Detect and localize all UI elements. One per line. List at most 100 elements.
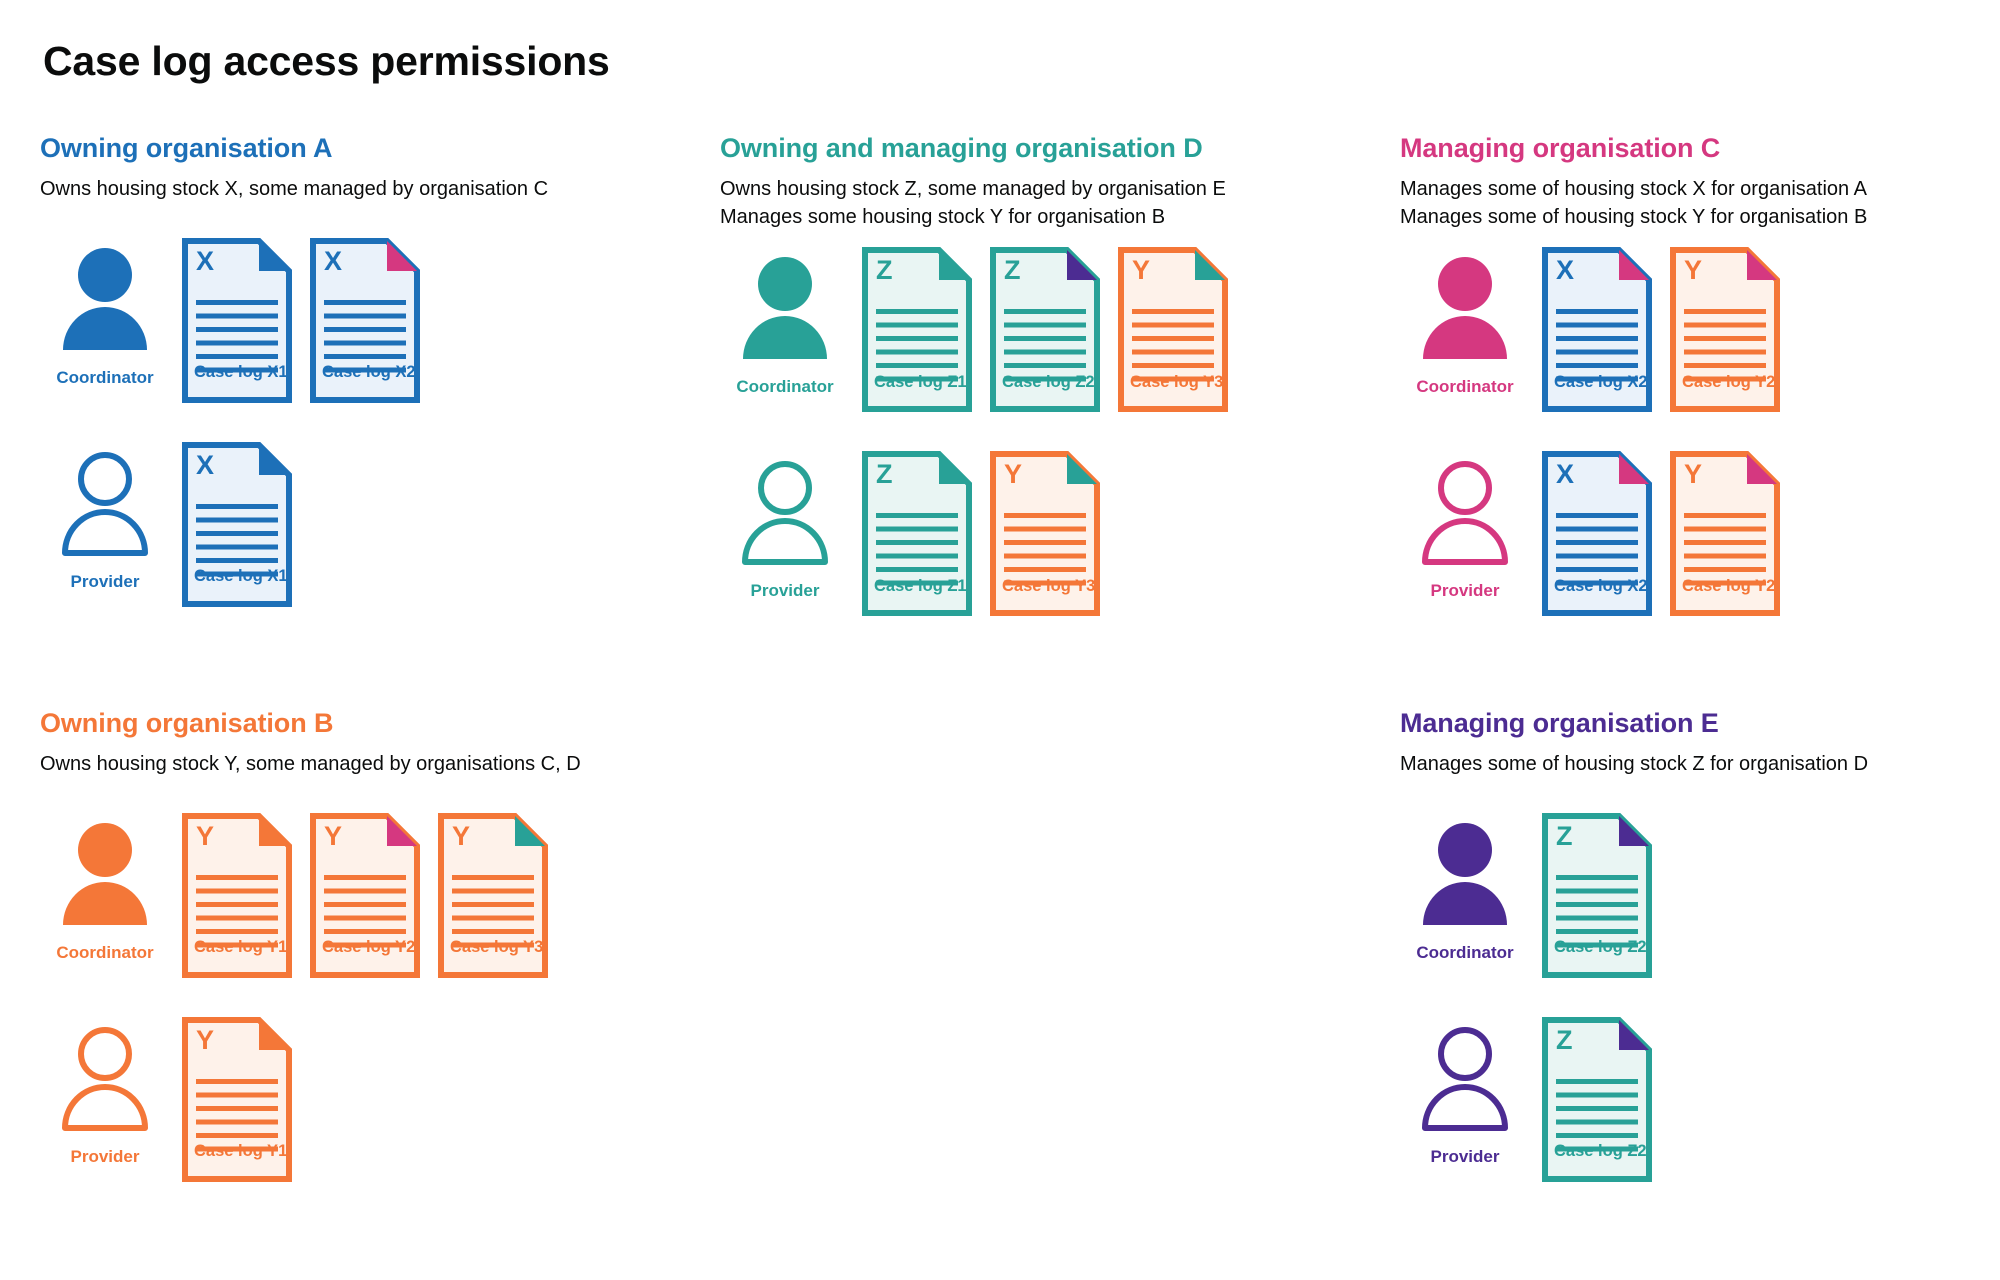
role-block: Coordinator xyxy=(40,813,170,963)
org-description-line: Manages some of housing stock Y for orga… xyxy=(1400,205,1868,228)
case-log-caption: Case log Y3 xyxy=(1130,372,1224,391)
case-log-caption: Case log Y3 xyxy=(1002,576,1096,595)
case-log-caption: Case log X2 xyxy=(1554,576,1648,595)
case-log-card[interactable]: Z Case log Z1 xyxy=(862,247,972,413)
case-log-list: Y Case log Y1 Y Case log Y2 Y Case log Y3 xyxy=(170,812,548,978)
role-row-coordinator: Coordinator Z Case log Z2 xyxy=(1400,812,2000,1003)
role-block: Coordinator xyxy=(1400,813,1530,963)
org-description: Owns housing stock Z, some managed by or… xyxy=(720,176,1360,231)
role-block: Provider xyxy=(720,451,850,601)
case-log-stock-letter: Y xyxy=(1004,459,1023,490)
case-log-card[interactable]: Z Case log Z2 xyxy=(1542,812,1652,978)
document-shape xyxy=(862,451,972,617)
case-log-stock-letter: Y xyxy=(1684,459,1703,490)
case-log-caption: Case log X1 xyxy=(194,363,288,382)
case-log-card[interactable]: Y Case log Y1 xyxy=(182,812,292,978)
case-log-stock-letter: Y xyxy=(1132,255,1151,286)
role-row-coordinator: Coordinator Y Case log Y1 Y Case log Y2 Y Case… xyxy=(40,812,680,1003)
org-description-line: Owns housing stock Y, some managed by or… xyxy=(40,753,581,775)
case-log-card[interactable]: X Case log X1 xyxy=(182,441,292,607)
case-log-stock-letter: Y xyxy=(1684,255,1703,286)
case-log-stock-letter: X xyxy=(324,245,343,276)
case-log-list: X Case log X2 Y Case log Y2 xyxy=(1530,451,1780,617)
case-log-stock-letter: Z xyxy=(876,255,893,286)
case-log-card[interactable]: Y Case log Y2 xyxy=(310,812,420,978)
document-shape xyxy=(182,812,292,978)
person-outline-icon xyxy=(742,461,828,566)
case-log-card[interactable]: Z Case log Z1 xyxy=(862,451,972,617)
org-description: Manages some of housing stock Z for orga… xyxy=(1400,751,2000,779)
person-filled-icon xyxy=(1423,822,1507,925)
case-log-card[interactable]: X Case log X2 xyxy=(1542,247,1652,413)
org-description-line: Manages some of housing stock Z for orga… xyxy=(1400,753,1869,775)
role-label: Coordinator xyxy=(736,377,834,397)
role-row-coordinator: Coordinator X Case log X1 X Case log X2 xyxy=(40,237,680,428)
role-label: Provider xyxy=(1430,581,1500,601)
case-log-card[interactable]: Y Case log Y3 xyxy=(438,812,548,978)
document-shape xyxy=(182,237,292,403)
case-log-caption: Case log Y1 xyxy=(194,1142,288,1161)
case-log-caption: Case log X2 xyxy=(1554,372,1648,391)
role-label: Provider xyxy=(70,1146,140,1166)
case-log-stock-letter: Z xyxy=(876,459,893,490)
role-row-provider: Provider X Case log X1 xyxy=(40,441,680,632)
org-description: Owns housing stock X, some managed by or… xyxy=(40,176,680,204)
case-log-stock-letter: Y xyxy=(324,820,343,851)
case-log-caption: Case log Z2 xyxy=(1554,1142,1647,1161)
case-log-stock-letter: X xyxy=(1556,255,1575,286)
org-description-line: Manages some housing stock Y for organis… xyxy=(720,205,1166,228)
case-log-card[interactable]: X Case log X1 xyxy=(182,237,292,403)
case-log-list: Z Case log Z2 xyxy=(1530,812,1652,978)
person-filled-icon xyxy=(1423,257,1507,360)
role-label: Coordinator xyxy=(56,367,154,387)
org-heading: Managing organisation C xyxy=(1400,133,1721,163)
case-log-card[interactable]: Y Case log Y3 xyxy=(1118,247,1228,413)
case-log-stock-letter: Y xyxy=(196,820,215,851)
case-log-card[interactable]: X Case log X2 xyxy=(1542,451,1652,617)
document-shape xyxy=(1542,1016,1652,1182)
person-filled-icon xyxy=(63,822,147,925)
case-log-caption: Case log X2 xyxy=(322,363,416,382)
org-heading: Owning organisation B xyxy=(40,708,334,738)
org-heading: Managing organisation E xyxy=(1400,708,1719,738)
case-log-card[interactable]: Y Case log Y3 xyxy=(990,451,1100,617)
case-log-stock-letter: Z xyxy=(1556,820,1573,851)
case-log-caption: Case log Y2 xyxy=(1682,576,1776,595)
role-label: Coordinator xyxy=(56,942,154,962)
document-shape xyxy=(1118,247,1228,413)
document-shape xyxy=(1542,812,1652,978)
case-log-stock-letter: Z xyxy=(1556,1024,1573,1055)
document-shape xyxy=(310,237,420,403)
role-row-coordinator: Coordinator X Case log X2 Y Case log Y2 xyxy=(1400,247,2000,437)
case-log-card[interactable]: Y Case log Y2 xyxy=(1670,451,1780,617)
page-title: Case log access permissions xyxy=(43,38,610,84)
document-shape xyxy=(1542,247,1652,413)
case-log-list: X Case log X2 Y Case log Y2 xyxy=(1530,247,1780,413)
role-row-coordinator: Coordinator Z Case log Z1 Z Case log Z2 Y Case… xyxy=(720,247,1360,437)
case-log-card[interactable]: Y Case log Y2 xyxy=(1670,247,1780,413)
person-outline-icon xyxy=(1422,461,1508,566)
case-log-stock-letter: Y xyxy=(196,1024,215,1055)
case-log-card[interactable]: X Case log X2 xyxy=(310,237,420,403)
role-block: Coordinator xyxy=(1400,247,1530,397)
document-shape xyxy=(310,812,420,978)
case-log-card[interactable]: Z Case log Z2 xyxy=(990,247,1100,413)
case-log-caption: Case log Z2 xyxy=(1002,372,1095,391)
document-shape xyxy=(1670,247,1780,413)
person-filled-icon xyxy=(743,257,827,360)
role-block: Provider xyxy=(40,1017,170,1167)
case-log-stock-letter: X xyxy=(1556,459,1575,490)
case-log-caption: Case log Y3 xyxy=(450,938,544,957)
role-block: Provider xyxy=(1400,451,1530,601)
case-log-list: Z Case log Z1 Y Case log Y3 xyxy=(850,451,1100,617)
case-log-card[interactable]: Y Case log Y1 xyxy=(182,1016,292,1182)
org-heading: Owning organisation A xyxy=(40,133,333,163)
role-label: Provider xyxy=(70,571,140,591)
document-shape xyxy=(438,812,548,978)
org-description-line: Owns housing stock X, some managed by or… xyxy=(40,178,549,200)
document-shape xyxy=(862,247,972,413)
case-log-stock-letter: Y xyxy=(452,820,471,851)
case-log-caption: Case log Y1 xyxy=(194,938,288,957)
case-log-card[interactable]: Z Case log Z2 xyxy=(1542,1016,1652,1182)
